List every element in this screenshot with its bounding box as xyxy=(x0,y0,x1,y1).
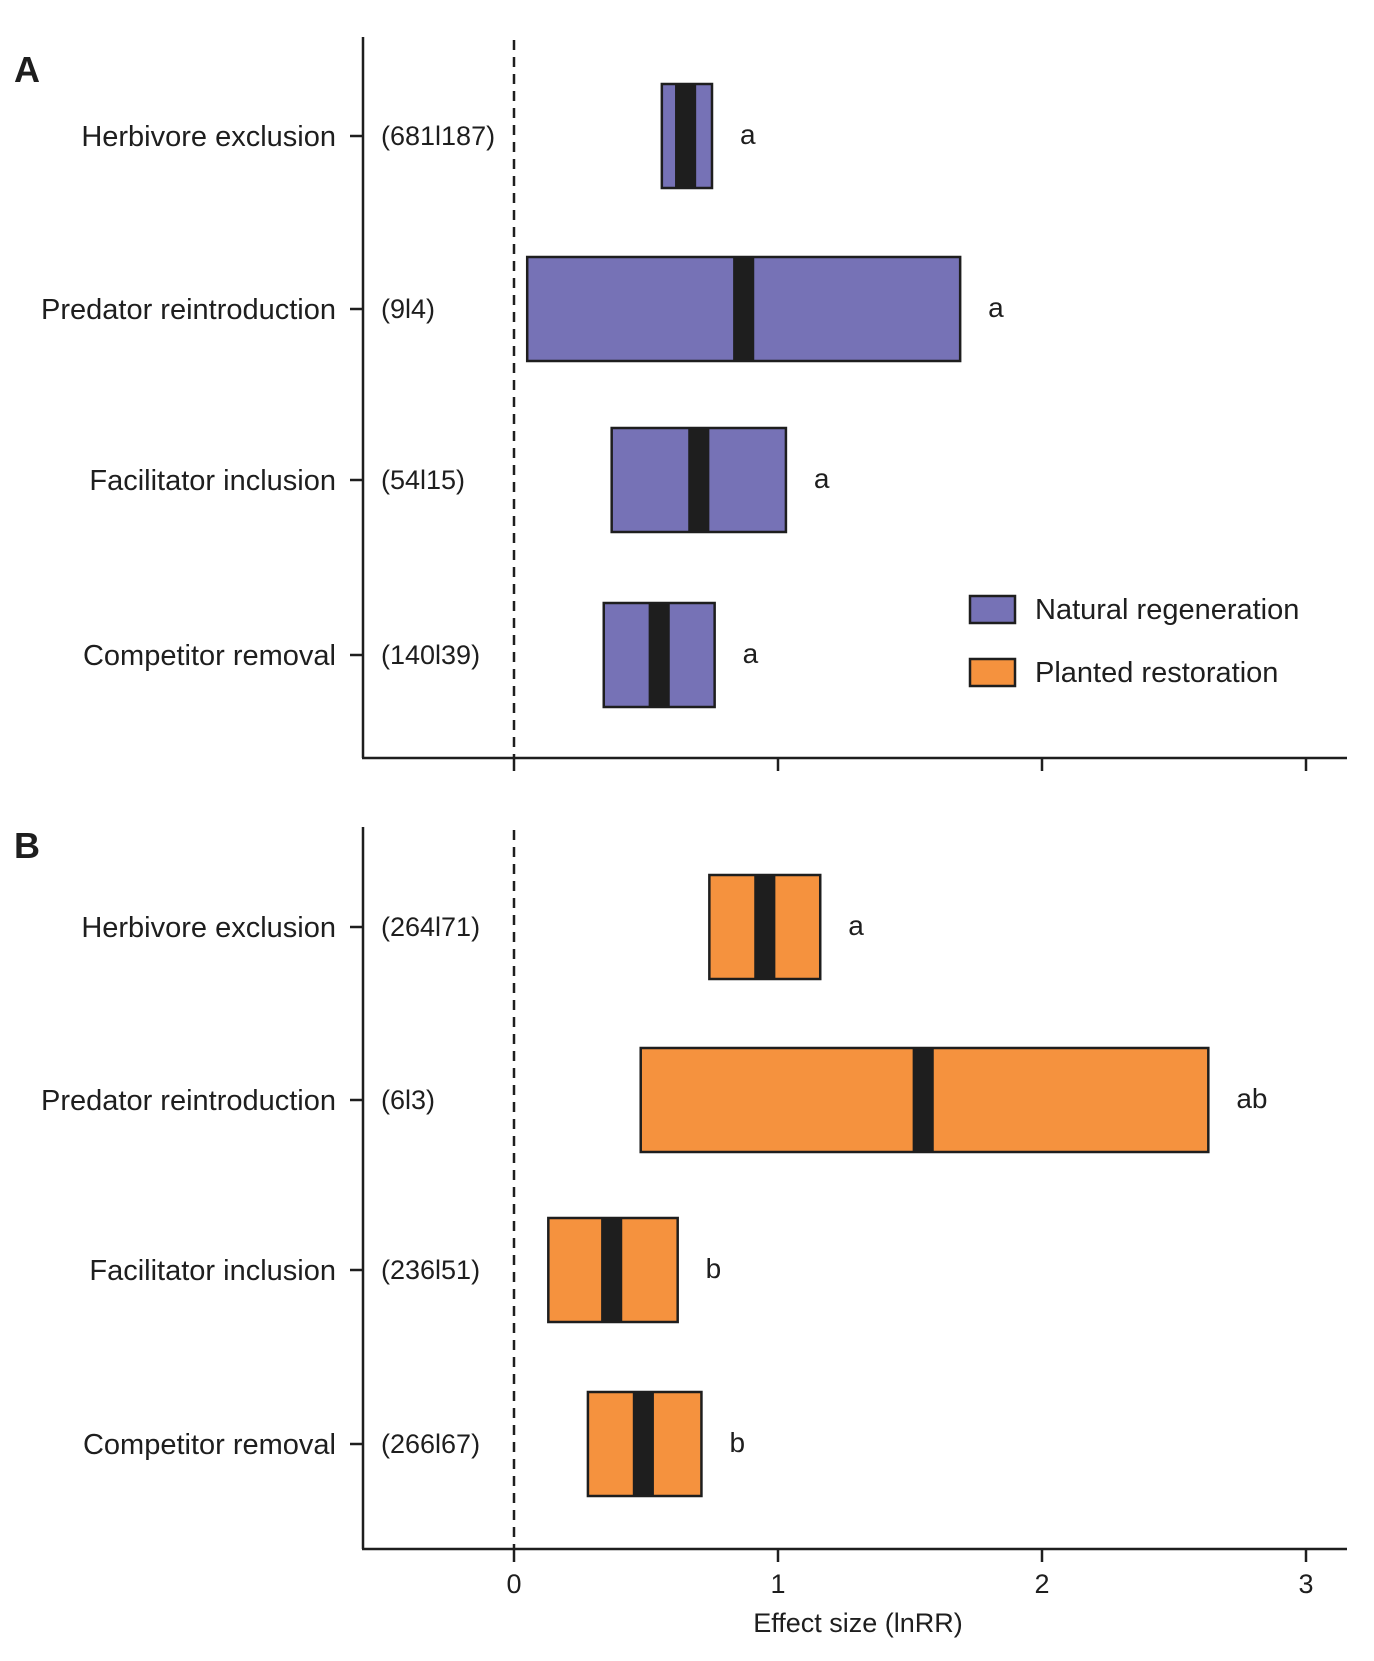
category-label-a-herbivore-exclusion: Herbivore exclusion xyxy=(81,121,336,153)
median-a-herbivore-exclusion xyxy=(675,84,697,188)
x-tick-label-3: 3 xyxy=(1298,1569,1313,1599)
significance-letter-b-herbivore-exclusion: a xyxy=(848,910,864,941)
sample-size-b-predator-reintroduction: (6l3) xyxy=(381,1085,435,1115)
x-axis-title: Effect size (lnRR) xyxy=(753,1608,963,1638)
legend: Natural regeneration Planted restoration xyxy=(968,594,1299,689)
panel-letter-a: A xyxy=(14,49,40,90)
category-label-b-herbivore-exclusion: Herbivore exclusion xyxy=(81,912,336,944)
significance-letter-a-competitor-removal: a xyxy=(743,638,759,669)
category-label-b-competitor-removal: Competitor removal xyxy=(83,1429,336,1461)
x-tick-label-2: 2 xyxy=(1034,1569,1049,1599)
significance-letter-b-predator-reintroduction: ab xyxy=(1236,1083,1267,1114)
panel-letter-b: B xyxy=(14,825,40,866)
significance-letter-b-facilitator-inclusion: b xyxy=(706,1253,722,1284)
median-b-facilitator-inclusion xyxy=(601,1218,623,1322)
sample-size-b-competitor-removal: (266l67) xyxy=(381,1429,480,1459)
category-label-a-predator-reintroduction: Predator reintroduction xyxy=(41,294,336,326)
median-b-competitor-removal xyxy=(632,1392,654,1496)
median-a-facilitator-inclusion xyxy=(688,428,710,532)
x-tick-label-1: 1 xyxy=(770,1569,785,1599)
legend-label-natural-regeneration: Natural regeneration xyxy=(1035,594,1299,626)
significance-letter-a-herbivore-exclusion: a xyxy=(740,119,756,150)
legend-label-planted-restoration: Planted restoration xyxy=(1035,657,1278,689)
x-tick-label-0: 0 xyxy=(506,1569,521,1599)
sample-size-a-predator-reintroduction: (9l4) xyxy=(381,294,435,324)
panel-a: A Herbivore exclusion (681l187) a Predator r… xyxy=(14,37,1347,771)
median-b-predator-reintroduction xyxy=(912,1048,934,1152)
significance-letter-a-predator-reintroduction: a xyxy=(988,292,1004,323)
legend-swatch-planted-restoration xyxy=(968,657,1017,688)
median-a-predator-reintroduction xyxy=(733,257,755,361)
significance-letter-a-facilitator-inclusion: a xyxy=(814,463,830,494)
category-label-b-predator-reintroduction: Predator reintroduction xyxy=(41,1085,336,1117)
sample-size-a-facilitator-inclusion: (54l15) xyxy=(381,465,465,495)
category-label-a-competitor-removal: Competitor removal xyxy=(83,640,336,672)
sample-size-b-herbivore-exclusion: (264l71) xyxy=(381,912,480,942)
sample-size-b-facilitator-inclusion: (236l51) xyxy=(381,1255,480,1285)
significance-letter-b-competitor-removal: b xyxy=(729,1427,745,1458)
legend-swatch-natural-regeneration xyxy=(968,594,1017,625)
median-a-competitor-removal xyxy=(648,603,670,707)
category-label-a-facilitator-inclusion: Facilitator inclusion xyxy=(89,465,336,497)
category-label-b-facilitator-inclusion: Facilitator inclusion xyxy=(89,1255,336,1287)
x-axis: 0 1 2 3 Effect size (lnRR) xyxy=(506,1569,1313,1638)
panel-b: B Herbivore exclusion (264l71) a Predator re… xyxy=(14,825,1347,1562)
sample-size-a-herbivore-exclusion: (681l187) xyxy=(381,121,495,151)
sample-size-a-competitor-removal: (140l39) xyxy=(381,640,480,670)
median-b-herbivore-exclusion xyxy=(754,875,776,979)
